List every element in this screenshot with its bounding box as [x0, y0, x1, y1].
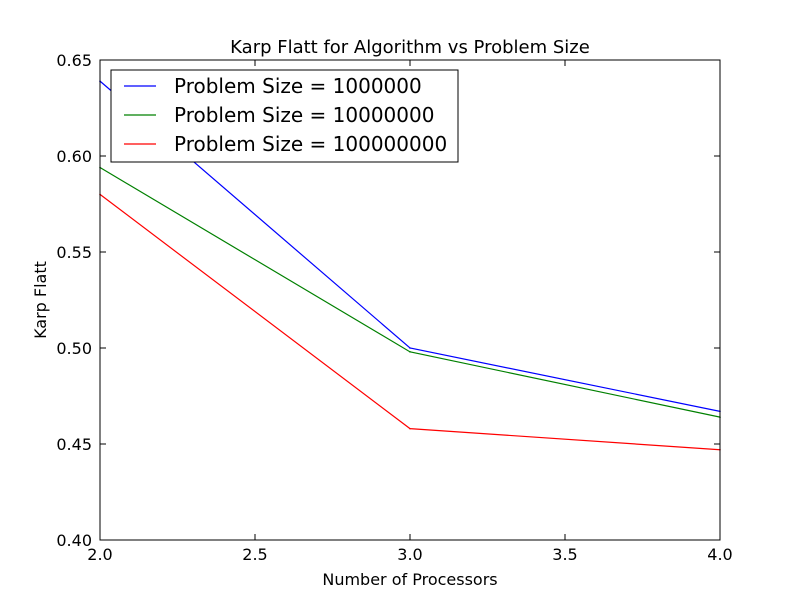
series-line-3	[99, 193, 721, 451]
legend-box	[110, 69, 459, 163]
x-tick-label: 3.0	[397, 545, 422, 564]
x-tick-label: 2.5	[242, 545, 267, 564]
plot-frame	[99, 59, 721, 541]
series-line-2	[99, 167, 721, 418]
y-axis-label: Karp Flatt	[31, 261, 50, 339]
y-tick-label: 0.60	[56, 147, 92, 166]
legend-label: Problem Size = 1000000	[174, 74, 422, 98]
legend-label: Problem Size = 10000000	[174, 103, 434, 127]
x-tick-label: 3.5	[552, 545, 577, 564]
data-point	[409, 427, 411, 430]
ticks-layer: 2.0 2.5 3.0 3.5 4.0 0.40 0.45 0.50 0.55 0.60 0.65	[56, 51, 732, 564]
data-point	[409, 347, 411, 349]
x-tick-label: 2.0	[87, 545, 112, 564]
data-point	[409, 351, 411, 353]
y-tick-label: 0.40	[56, 531, 92, 550]
y-tick-label: 0.55	[56, 243, 92, 262]
x-tick-label: 4.0	[707, 545, 732, 564]
chart-title: Karp Flatt for Algorithm vs Problem Size	[230, 37, 590, 58]
x-axis-label: Number of Processors	[322, 570, 497, 589]
series-layer	[99, 80, 721, 451]
y-tick-label: 0.65	[56, 51, 92, 70]
legend: Problem Size = 1000000 Problem Size = 100…	[110, 69, 459, 163]
y-tick-label: 0.45	[56, 435, 92, 454]
legend-label: Problem Size = 100000000	[174, 132, 447, 156]
y-tick-label: 0.50	[56, 339, 92, 358]
